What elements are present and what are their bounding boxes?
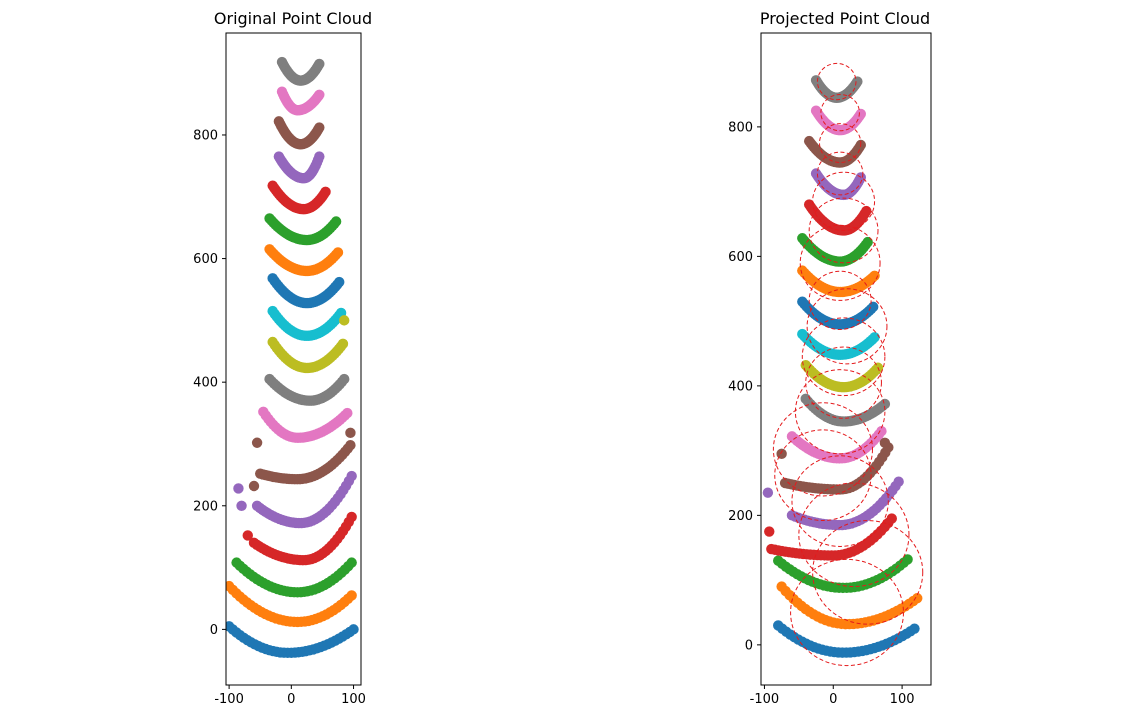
y-tick-label: 200 <box>728 509 753 524</box>
data-point <box>346 511 357 523</box>
fitted-circle <box>812 520 924 625</box>
fitted-circles <box>772 62 924 667</box>
y-tick-label: 0 <box>210 623 218 638</box>
x-tick-label: 100 <box>890 692 915 707</box>
fitted-circle <box>819 123 862 163</box>
data-point <box>852 76 863 87</box>
x-tick-label: 0 <box>287 692 295 707</box>
fitted-circle <box>805 346 882 419</box>
data-point <box>345 427 356 439</box>
data-point <box>869 270 880 281</box>
data-point <box>862 236 873 248</box>
y-tick-label: 400 <box>728 379 753 394</box>
data-point <box>855 108 866 120</box>
fitted-circle <box>801 317 886 397</box>
fitted-circle <box>816 62 857 101</box>
x-tick-label: -100 <box>750 692 780 707</box>
original-point-cloud-panel: Original Point Cloud -100 0 100 0 200 400 600… <box>193 9 372 707</box>
data-point <box>345 440 356 451</box>
data-point <box>346 470 357 482</box>
y-tick-label: 600 <box>193 252 218 267</box>
data-point <box>869 332 880 343</box>
data-point <box>893 476 904 487</box>
fitted-circle <box>791 455 889 547</box>
data-point <box>861 205 872 217</box>
fitted-circle <box>808 270 872 331</box>
data-point <box>242 530 253 541</box>
data-point <box>342 407 353 419</box>
data-point <box>337 338 349 350</box>
x-axis-ticks: -100 0 100 <box>750 685 915 707</box>
fitted-circle <box>798 482 910 588</box>
data-point <box>346 557 357 568</box>
fitted-circle <box>820 94 860 132</box>
data-point <box>314 58 325 70</box>
x-tick-label: 100 <box>341 692 366 707</box>
data-point <box>776 448 787 460</box>
scatter-points <box>226 56 359 659</box>
data-point <box>762 487 774 498</box>
x-tick-label: 0 <box>829 692 837 707</box>
x-tick-label: -100 <box>214 692 244 707</box>
data-point <box>251 437 263 448</box>
fitted-circle <box>794 369 886 455</box>
plot-frame <box>225 32 362 686</box>
data-point <box>346 590 357 601</box>
data-point <box>902 554 913 565</box>
data-point <box>348 624 359 635</box>
data-point <box>879 398 891 410</box>
data-point <box>339 373 350 385</box>
fitted-circle <box>799 224 881 301</box>
fitted-circle <box>806 288 888 365</box>
data-point <box>330 216 342 227</box>
data-point <box>248 480 260 492</box>
data-point <box>332 247 344 258</box>
chart-title: Projected Point Cloud <box>760 9 930 28</box>
y-tick-label: 600 <box>728 250 753 265</box>
data-point <box>886 513 897 524</box>
plot-frame <box>760 32 932 686</box>
y-axis-ticks: 0 200 400 600 800 <box>728 120 761 653</box>
data-point <box>314 151 325 162</box>
fitted-circle <box>812 171 876 231</box>
y-tick-label: 200 <box>193 499 218 514</box>
data-point <box>879 437 891 449</box>
y-tick-label: 400 <box>193 376 218 391</box>
data-point <box>909 623 920 634</box>
projected-point-cloud-panel: Projected Point Cloud -100 0 100 0 200 400 60… <box>728 9 932 707</box>
y-tick-label: 0 <box>745 638 753 653</box>
fitted-circle <box>808 197 879 264</box>
y-tick-label: 800 <box>728 120 753 135</box>
fitted-circle <box>774 429 872 522</box>
fitted-circle <box>816 151 864 196</box>
data-point <box>314 122 325 133</box>
data-point <box>912 593 923 604</box>
data-point <box>236 500 247 511</box>
x-axis-ticks: -100 0 100 <box>214 685 366 707</box>
data-point <box>314 89 325 101</box>
data-point <box>320 186 331 198</box>
data-point <box>764 526 775 537</box>
y-tick-label: 800 <box>193 128 218 143</box>
data-point <box>233 483 244 494</box>
fitted-circle <box>790 558 904 667</box>
data-point <box>339 315 350 326</box>
y-axis-ticks: 0 200 400 600 800 <box>193 128 226 638</box>
fitted-circle <box>772 402 873 497</box>
chart-title: Original Point Cloud <box>214 9 372 28</box>
data-point <box>334 276 345 288</box>
